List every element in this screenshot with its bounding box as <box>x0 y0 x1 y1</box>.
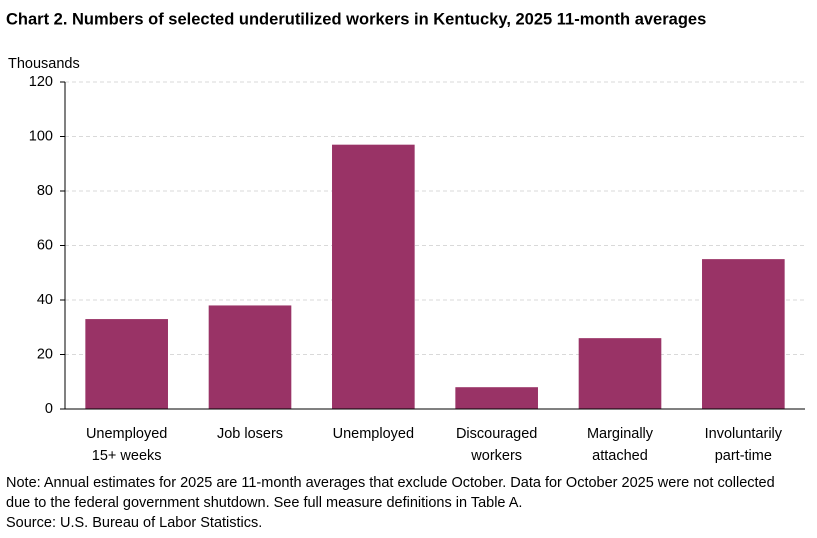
x-tick-label: attached <box>592 448 648 464</box>
bar <box>702 259 785 409</box>
y-tick-label: 80 <box>37 183 53 199</box>
x-tick-label: Unemployed <box>333 426 414 442</box>
bar <box>208 305 292 409</box>
x-tick-label: Job losers <box>217 426 283 442</box>
chart: Chart 2. Numbers of selected underutiliz… <box>6 10 805 464</box>
y-tick-label: 40 <box>37 292 53 308</box>
bar <box>578 338 662 409</box>
source: Source: U.S. Bureau of Labor Statistics. <box>6 515 263 531</box>
bar <box>455 387 538 409</box>
x-tick-label: Unemployed <box>86 426 167 442</box>
bar <box>85 319 168 409</box>
x-tick-label: Marginally <box>587 426 654 442</box>
y-axis-label: Thousands <box>8 56 80 72</box>
y-tick-label: 60 <box>37 237 53 253</box>
x-tick-label: Involuntarily <box>705 426 783 442</box>
chart-title: Chart 2. Numbers of selected underutiliz… <box>6 10 706 28</box>
note: Note: Annual estimates for 2025 are 11-m… <box>6 475 775 511</box>
y-tick-label: 0 <box>45 401 53 417</box>
bar <box>332 144 415 410</box>
x-tick-label: Discouraged <box>456 426 537 442</box>
y-tick-label: 20 <box>37 346 53 362</box>
y-tick-label: 100 <box>29 128 53 144</box>
x-tick-label: 15+ weeks <box>92 448 162 464</box>
x-tick-label: workers <box>470 448 522 464</box>
y-tick-label: 120 <box>29 74 53 90</box>
x-tick-label: part-time <box>715 448 772 464</box>
